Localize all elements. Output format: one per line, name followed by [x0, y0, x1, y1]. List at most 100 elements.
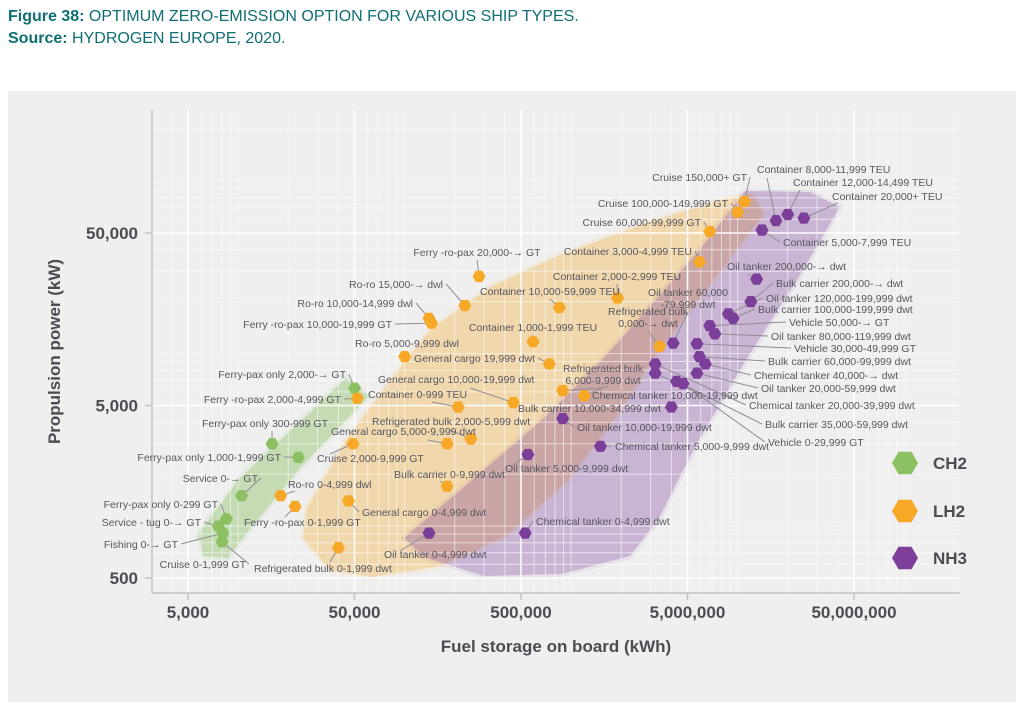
ship-label: Container 0-999 TEU	[368, 389, 467, 401]
ship-point	[556, 412, 570, 425]
ship-label: Oil tanker 80,000-119,999 dwt	[771, 331, 911, 343]
ship-point	[726, 312, 740, 324]
ship-label: General cargo 0-4,999 dwt	[362, 507, 486, 519]
ship-point	[781, 208, 795, 221]
ship-label: Ro-ro 5,000-9,999 dwl	[355, 338, 459, 350]
leader-line	[562, 387, 604, 392]
ship-point	[451, 401, 465, 413]
y-axis-title: Propulsion power (kW)	[45, 259, 64, 444]
ship-point	[664, 401, 678, 413]
ship-point	[797, 212, 811, 224]
ship-label: Refrigerated bulk 0,000-→ dwt	[608, 306, 689, 330]
ship-label: Bulk carrier 100,000-199,999 dwt	[758, 304, 913, 316]
ship-label: Ferry -ro-pax 0-1,999 GT	[244, 517, 361, 529]
leader-line	[221, 541, 250, 565]
ship-point	[440, 480, 454, 492]
ship-label: Bulk carrier 35,000-59,999 dwt	[765, 419, 908, 431]
ship-point	[593, 440, 607, 452]
ship-label: Vehicle 0-29,999 GT	[768, 437, 864, 449]
ship-label: Oil tanker 5,000-9,999 dwt	[505, 463, 628, 475]
ship-point	[346, 438, 360, 450]
ship-label: Oil tanker 10,000-19,999 dwt	[577, 422, 712, 434]
ship-label: Vehicle 30,000-49,999 GT	[794, 343, 917, 355]
ship-label: Oil tanker 120,000-199,999 dwt	[766, 293, 913, 305]
ship-label: Bulk carrier 10,000-34,999 dwt	[518, 403, 661, 415]
ship-point	[552, 301, 566, 314]
ship-labels: Cruise 150,000+ GT Cruise 100,000-149,999…	[102, 164, 943, 575]
ship-point	[288, 500, 302, 512]
ship-label: Cruise 2,000-9,999 GT	[317, 453, 424, 465]
legend: CH2 LH2 NH3	[892, 451, 967, 570]
x-axis-title: Fuel storage on board (kWh)	[441, 637, 671, 656]
ship-point	[755, 224, 769, 236]
ship-label: Container 1,000-1,999 TEU	[469, 322, 597, 334]
figure-title-line: Figure 38: OPTIMUM ZERO-EMISSION OPTION …	[8, 6, 579, 28]
ship-point	[291, 451, 305, 464]
ship-label: Container 10,000-59,999 TEU	[480, 286, 620, 298]
ship-point	[350, 392, 364, 404]
legend-swatch-NH3	[892, 546, 918, 570]
ship-point	[398, 351, 412, 363]
ship-point	[676, 377, 690, 390]
ship-point	[422, 527, 436, 539]
leader-line	[696, 343, 792, 349]
leader-line	[399, 532, 430, 552]
ship-point	[348, 382, 361, 394]
ship-label: Bulk carrier 200,000-→ dwt	[776, 278, 903, 290]
ship-label: Refrigerated bulk 6,000-9,999 dwt	[563, 363, 644, 387]
ship-point	[648, 367, 662, 379]
leader-line	[709, 321, 787, 327]
ship-point	[472, 270, 486, 283]
ship-label: Container 3,000-4,999 TEU	[564, 246, 692, 258]
y-tick-label: 50,000	[86, 224, 138, 243]
leader-line	[682, 383, 766, 443]
ship-label: Service 0-→ GT	[183, 473, 259, 485]
band-NH3	[401, 188, 843, 579]
ship-label: General cargo 10,000-19,999 dwt	[378, 374, 535, 386]
ship-label: Refrigerated bulk 2,000-5,999 dwt	[372, 416, 530, 428]
ship-label: Cruise 0-1,999 GT	[160, 559, 247, 571]
ship-label: Ferry-pax only 300-999 GT	[202, 418, 329, 430]
fuel-region-bands	[195, 188, 843, 580]
legend-label-CH2: CH2	[933, 454, 967, 473]
ship-point	[506, 396, 520, 409]
x-tick-label: 5,000	[167, 603, 210, 622]
ship-point	[693, 256, 706, 268]
ship-point	[265, 438, 279, 450]
leader-line	[655, 363, 747, 406]
ship-point	[219, 513, 233, 525]
ship-label: Cruise 100,000-149,999 GT	[598, 198, 729, 210]
leader-line	[469, 387, 514, 404]
ship-point	[577, 390, 591, 402]
x-tick-label: 5,000,000	[650, 603, 726, 622]
leader-line	[180, 532, 224, 545]
ship-point	[542, 358, 556, 370]
ship-point	[731, 206, 745, 218]
ship-label: Oil tanker 0-4,999 dwt	[384, 549, 487, 561]
ship-label: Container 12,000-14,499 TEU	[793, 177, 933, 189]
ship-point	[342, 495, 355, 507]
ship-label: Service - tug 0-→ GT	[102, 517, 202, 529]
ship-point	[666, 337, 680, 349]
ship-label: Chemical tanker 20,000-39,999 dwt	[749, 400, 915, 412]
ship-point	[769, 215, 783, 227]
ship-point	[703, 225, 717, 238]
ship-label: Ferry-pax only 0-299 GT	[104, 499, 219, 511]
ship-label: Ferry-pax only 1,000-1,999 GT	[137, 452, 281, 464]
ship-label: Vehicle 50,000-→ GT	[789, 317, 890, 329]
ship-point	[698, 358, 712, 370]
figure-source: HYDROGEN EUROPE, 2020.	[72, 30, 286, 47]
ship-point	[556, 385, 570, 397]
ship-label: General cargo 5,000-9,999 dwt	[331, 426, 476, 438]
x-tick-label: 50,000,000	[811, 603, 896, 622]
ship-point	[690, 338, 704, 350]
ship-point	[738, 196, 751, 208]
ship-label: Oil tanker 60,000 -79,999 dwt	[648, 287, 728, 311]
ship-point	[274, 490, 288, 502]
leader-line	[766, 177, 777, 221]
ship-point	[750, 273, 764, 285]
ship-label: Bulk carrier 0-9,999 dwt	[394, 469, 505, 481]
ship-point	[425, 317, 438, 329]
y-tick-label: 500	[110, 569, 138, 588]
